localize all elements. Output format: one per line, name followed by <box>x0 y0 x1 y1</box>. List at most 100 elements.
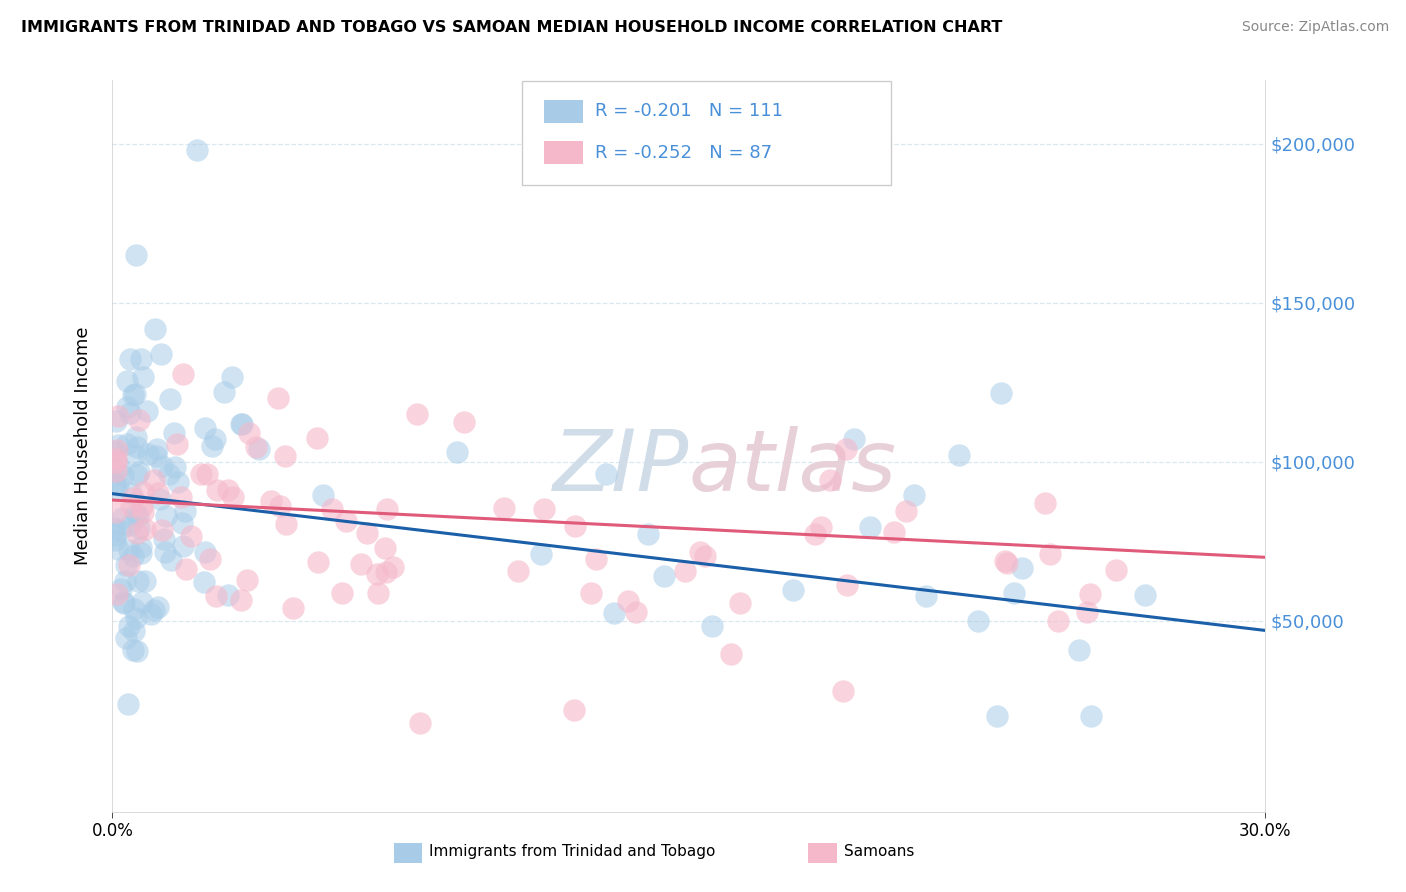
Point <box>132 505 155 519</box>
Point <box>883 524 905 539</box>
Point <box>782 583 804 598</box>
Text: R = -0.201   N = 111: R = -0.201 N = 111 <box>595 103 783 120</box>
Point <box>693 549 716 563</box>
Point <box>132 485 155 500</box>
Point <box>118 558 141 573</box>
Point <box>157 467 180 481</box>
Point <box>332 585 354 599</box>
Point <box>150 524 173 538</box>
Point <box>405 407 427 421</box>
Point <box>859 520 882 534</box>
Point <box>1046 614 1069 628</box>
Point <box>122 624 145 638</box>
Point <box>128 521 150 535</box>
Point <box>222 491 245 505</box>
Point <box>129 352 152 367</box>
Point <box>205 589 228 603</box>
Point <box>122 491 145 506</box>
Point <box>247 442 270 457</box>
Point <box>125 440 148 454</box>
Point <box>159 553 181 567</box>
Point <box>269 500 291 514</box>
Point <box>579 586 602 600</box>
Point <box>174 503 197 517</box>
Point <box>145 442 167 457</box>
Point <box>105 443 128 458</box>
Point <box>122 643 145 657</box>
Point <box>105 414 128 428</box>
Point <box>221 370 243 384</box>
Point <box>114 597 136 611</box>
Text: Immigrants from Trinidad and Tobago: Immigrants from Trinidad and Tobago <box>429 845 716 859</box>
Point <box>124 507 146 521</box>
Point <box>127 574 149 589</box>
Point <box>374 541 396 555</box>
Point <box>115 437 138 451</box>
Point <box>129 546 152 560</box>
Point <box>914 589 936 603</box>
Point <box>105 505 128 519</box>
Point <box>238 425 260 440</box>
Point <box>131 500 153 514</box>
Point <box>172 539 194 553</box>
Point <box>122 549 145 563</box>
Point <box>533 502 555 516</box>
Point <box>166 475 188 489</box>
Point <box>107 409 129 424</box>
Point <box>125 429 148 443</box>
Point <box>564 519 586 533</box>
Point <box>153 532 176 546</box>
Point <box>127 508 149 523</box>
Point <box>104 482 127 496</box>
Point <box>231 417 253 432</box>
Point <box>148 599 170 614</box>
Point <box>120 485 142 500</box>
Point <box>585 552 607 566</box>
Point <box>117 697 139 711</box>
Point <box>153 545 176 559</box>
Point <box>111 511 134 525</box>
Point <box>212 385 235 400</box>
Point <box>103 475 125 489</box>
Point <box>994 553 1017 567</box>
Point <box>143 322 166 336</box>
Point <box>217 588 239 602</box>
Point <box>145 449 167 463</box>
Point <box>409 715 432 730</box>
Point <box>143 473 166 487</box>
Point <box>201 439 224 453</box>
Point <box>1076 605 1098 619</box>
Point <box>150 347 173 361</box>
Point <box>149 491 172 506</box>
Point <box>131 595 153 609</box>
Point <box>134 574 156 588</box>
Point <box>129 541 152 555</box>
Text: Samoans: Samoans <box>844 845 914 859</box>
Point <box>835 442 858 457</box>
Point <box>105 587 128 601</box>
Point <box>120 499 142 513</box>
Point <box>125 525 148 540</box>
Point <box>356 526 378 541</box>
Point <box>903 488 925 502</box>
Point <box>624 605 647 619</box>
Point <box>125 468 148 483</box>
Point <box>118 352 141 367</box>
Point <box>842 432 865 446</box>
Point <box>114 558 136 572</box>
Point <box>350 557 373 571</box>
Point <box>193 575 215 590</box>
Point <box>142 603 165 617</box>
Point <box>166 437 188 451</box>
Point <box>281 601 304 615</box>
Point <box>155 508 177 523</box>
Point <box>180 529 202 543</box>
Point <box>236 573 259 587</box>
Point <box>652 568 675 582</box>
Point <box>103 520 125 534</box>
Point <box>186 143 208 157</box>
Point <box>1105 563 1128 577</box>
Point <box>948 448 970 462</box>
Point <box>374 566 396 580</box>
Point <box>108 459 131 474</box>
